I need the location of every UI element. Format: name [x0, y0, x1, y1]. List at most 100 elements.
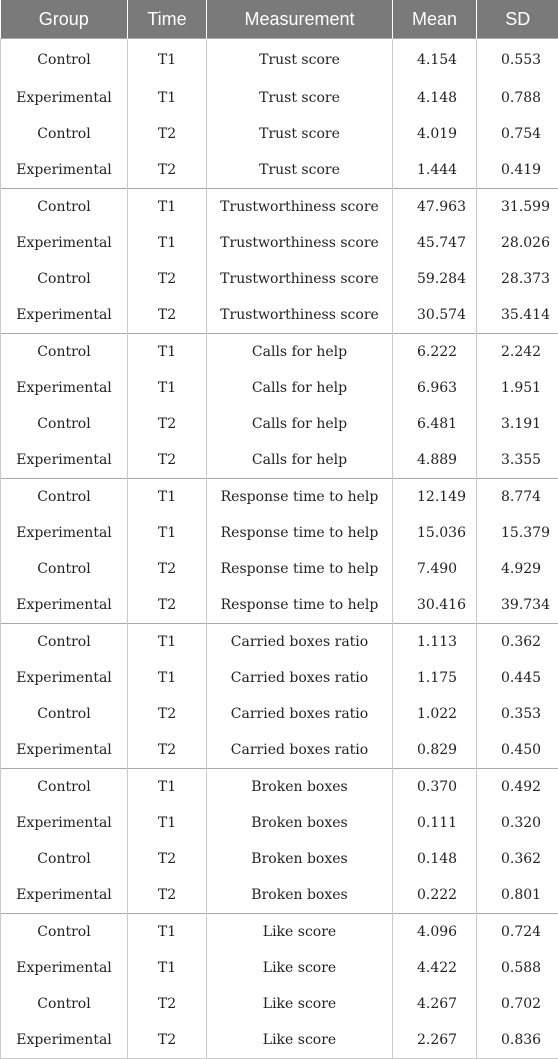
measurement-cell: Trustworthiness score: [207, 189, 393, 226]
mean-cell: 4.019: [393, 116, 477, 152]
group-cell: Experimental: [1, 877, 128, 914]
group-cell: Experimental: [1, 515, 128, 551]
mean-cell: 4.267: [393, 986, 477, 1022]
mean-cell: 6.222: [393, 334, 477, 371]
measurement-cell: Trust score: [207, 116, 393, 152]
mean-cell: 0.111: [393, 805, 477, 841]
time-cell: T2: [128, 442, 207, 479]
group-cell: Experimental: [1, 297, 128, 334]
time-cell: T2: [128, 152, 207, 189]
measurement-cell: Response time to help: [207, 587, 393, 624]
time-cell: T2: [128, 587, 207, 624]
mean-cell: 0.222: [393, 877, 477, 914]
sd-cell: 31.599: [477, 189, 558, 226]
mean-cell: 47.963: [393, 189, 477, 226]
time-cell: T2: [128, 696, 207, 732]
sd-cell: 2.242: [477, 334, 558, 371]
time-cell: T2: [128, 261, 207, 297]
mean-cell: 4.148: [393, 80, 477, 116]
group-cell: Experimental: [1, 587, 128, 624]
column-header-measurement: Measurement: [207, 0, 393, 39]
time-cell: T1: [128, 370, 207, 406]
sd-cell: 4.929: [477, 551, 558, 587]
time-cell: T1: [128, 80, 207, 116]
sd-cell: 0.702: [477, 986, 558, 1022]
mean-cell: 59.284: [393, 261, 477, 297]
mean-cell: 30.416: [393, 587, 477, 624]
group-cell: Control: [1, 914, 128, 951]
mean-cell: 0.148: [393, 841, 477, 877]
group-cell: Control: [1, 479, 128, 516]
mean-cell: 7.490: [393, 551, 477, 587]
mean-cell: 6.481: [393, 406, 477, 442]
mean-cell: 1.113: [393, 624, 477, 661]
mean-cell: 1.175: [393, 660, 477, 696]
time-cell: T1: [128, 39, 207, 81]
column-header-mean: Mean: [393, 0, 477, 39]
measurement-cell: Broken boxes: [207, 769, 393, 806]
sd-cell: 3.355: [477, 442, 558, 479]
sd-cell: 35.414: [477, 297, 558, 334]
measurement-cell: Response time to help: [207, 551, 393, 587]
sd-cell: 0.724: [477, 914, 558, 951]
measurement-cell: Like score: [207, 986, 393, 1022]
sd-cell: 0.492: [477, 769, 558, 806]
group-cell: Experimental: [1, 152, 128, 189]
measurement-cell: Trustworthiness score: [207, 297, 393, 334]
mean-cell: 6.963: [393, 370, 477, 406]
time-cell: T1: [128, 660, 207, 696]
measurement-cell: Broken boxes: [207, 841, 393, 877]
time-cell: T2: [128, 551, 207, 587]
measurement-cell: Carried boxes ratio: [207, 732, 393, 769]
column-header-time: Time: [128, 0, 207, 39]
measurement-cell: Response time to help: [207, 515, 393, 551]
group-cell: Control: [1, 116, 128, 152]
sd-cell: 8.774: [477, 479, 558, 516]
time-cell: T2: [128, 1022, 207, 1059]
measurement-cell: Trustworthiness score: [207, 261, 393, 297]
group-cell: Experimental: [1, 805, 128, 841]
time-cell: T2: [128, 406, 207, 442]
header-row: Group Time Measurement Mean SD: [1, 0, 558, 39]
measurement-cell: Response time to help: [207, 479, 393, 516]
measurement-cell: Trustworthiness score: [207, 225, 393, 261]
sd-cell: 0.445: [477, 660, 558, 696]
measurement-cell: Carried boxes ratio: [207, 660, 393, 696]
sd-cell: 3.191: [477, 406, 558, 442]
mean-cell: 4.154: [393, 39, 477, 81]
group-cell: Experimental: [1, 732, 128, 769]
time-cell: T1: [128, 515, 207, 551]
column-header-sd: SD: [477, 0, 558, 39]
time-cell: T1: [128, 479, 207, 516]
measurement-cell: Like score: [207, 1022, 393, 1059]
time-cell: T1: [128, 914, 207, 951]
measurement-cell: Calls for help: [207, 406, 393, 442]
sd-cell: 39.734: [477, 587, 558, 624]
group-cell: Control: [1, 624, 128, 661]
measurement-cell: Broken boxes: [207, 805, 393, 841]
time-cell: T2: [128, 841, 207, 877]
group-cell: Experimental: [1, 660, 128, 696]
